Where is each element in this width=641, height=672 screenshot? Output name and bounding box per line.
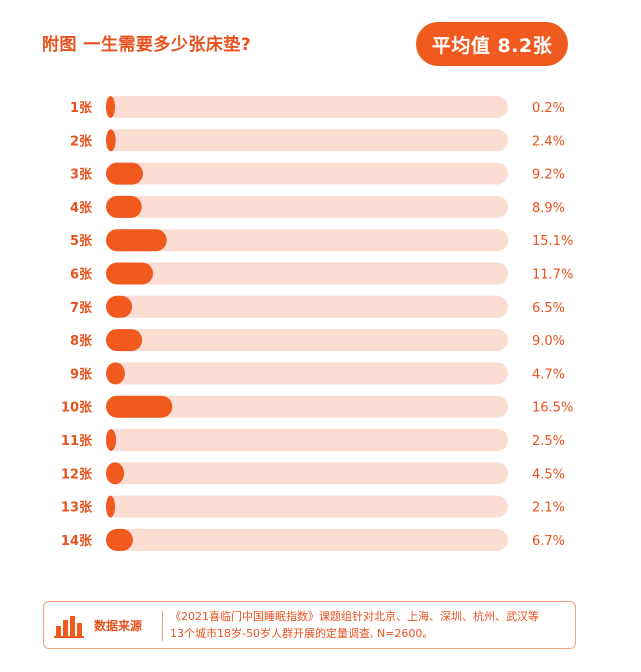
- source-line-2: 13个城市18岁-50岁人群开展的定量调查, N=2600。: [170, 627, 434, 640]
- bar: [106, 195, 142, 218]
- bar: [106, 295, 133, 318]
- value-label: 8.9%: [532, 201, 565, 216]
- bar: [106, 362, 125, 385]
- source-title: 数据来源: [94, 619, 143, 633]
- bar: [106, 528, 133, 551]
- value-label: 16.5%: [532, 401, 573, 416]
- bar-track: [106, 195, 508, 218]
- bar-track: [106, 329, 508, 352]
- bar: [106, 495, 115, 518]
- source-divider: [162, 611, 163, 641]
- value-label: 15.1%: [532, 234, 573, 249]
- bar: [106, 329, 143, 352]
- source-text: 《2021喜临门中国睡眠指数》课题组针对北京、上海、深圳、杭州、武汉等 13个城…: [170, 608, 570, 642]
- value-label: 2.1%: [532, 501, 565, 516]
- bar-track: [106, 495, 508, 518]
- value-label: 2.4%: [532, 134, 565, 149]
- bar: [106, 129, 116, 152]
- category-label: 6张: [70, 268, 93, 283]
- bar-track: [106, 96, 508, 118]
- category-label: 8张: [70, 334, 93, 349]
- category-label: 3张: [70, 168, 93, 183]
- category-label: 9张: [70, 367, 93, 382]
- bar: [106, 262, 154, 285]
- source-box: 数据来源 《2021喜临门中国睡眠指数》课题组针对北京、上海、深圳、杭州、武汉等…: [43, 601, 576, 649]
- bar: [106, 229, 167, 252]
- bar-chart-icon: [54, 616, 84, 638]
- value-label: 4.5%: [532, 467, 565, 482]
- source-line-1: 《2021喜临门中国睡眠指数》课题组针对北京、上海、深圳、杭州、武汉等: [170, 610, 539, 623]
- value-label: 4.7%: [532, 367, 565, 382]
- bar-track: [106, 528, 508, 551]
- category-label: 4张: [70, 201, 93, 216]
- bar-chart: 1张 0.2% 2张 2.4% 3张 9.2% 4张 8.9% 5张 15.1% 6张 11.7% 7张…: [61, 96, 573, 551]
- bar: [106, 429, 117, 451]
- value-label: 2.5%: [532, 434, 565, 449]
- value-label: 0.2%: [532, 101, 565, 116]
- category-label: 13张: [61, 501, 93, 516]
- value-label: 6.7%: [532, 534, 565, 549]
- bar-track: [106, 162, 508, 185]
- category-label: 1张: [70, 101, 93, 116]
- category-label: 12张: [61, 467, 93, 482]
- category-label: 11张: [61, 434, 93, 449]
- bar: [106, 462, 125, 485]
- category-label: 10张: [61, 401, 93, 416]
- bar-track: [106, 462, 508, 485]
- bar: [106, 162, 143, 185]
- bar-track: [106, 129, 508, 152]
- value-label: 11.7%: [532, 268, 573, 283]
- average-badge: 平均值 8.2张: [416, 22, 568, 66]
- bar: [106, 96, 115, 118]
- bar-track: [106, 229, 508, 252]
- category-label: 7张: [70, 301, 93, 316]
- bar-track: [106, 395, 508, 418]
- value-label: 9.0%: [532, 334, 565, 349]
- category-label: 14张: [61, 534, 93, 549]
- bar-track: [106, 262, 508, 285]
- bar-track: [106, 362, 508, 385]
- category-label: 2张: [70, 134, 93, 149]
- bar-track: [106, 295, 508, 318]
- category-label: 5张: [70, 234, 93, 249]
- bar-track: [106, 429, 508, 451]
- value-label: 6.5%: [532, 301, 565, 316]
- bar: [106, 395, 173, 418]
- value-label: 9.2%: [532, 168, 565, 183]
- chart-title: 附图 一生需要多少张床垫?: [42, 35, 252, 55]
